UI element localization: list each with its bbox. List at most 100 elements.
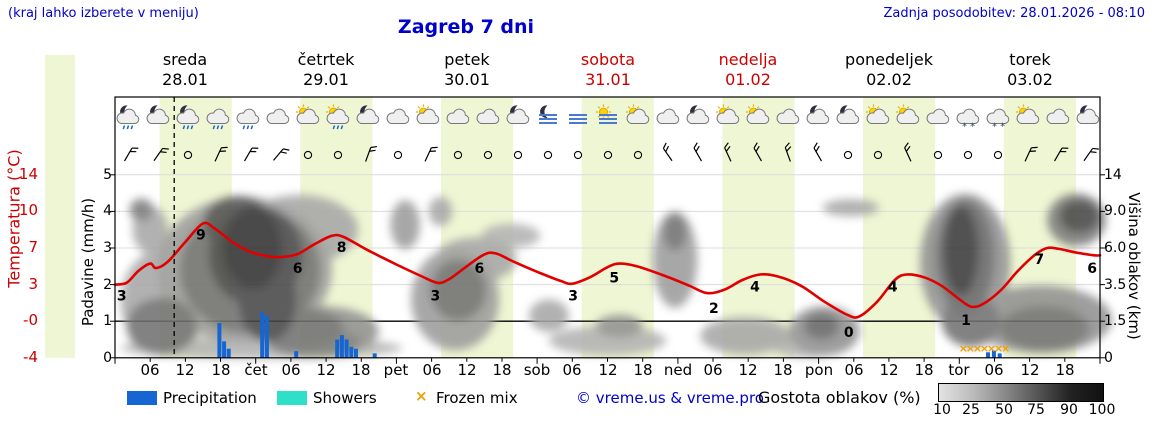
- weather-icon-sun-cloud: [415, 104, 440, 124]
- day-name: sreda: [162, 50, 208, 69]
- cloud-icon: [746, 108, 770, 124]
- fog-icon: [569, 114, 587, 124]
- svg-text:×: ×: [1001, 342, 1010, 355]
- cloud-icon: [866, 108, 890, 124]
- wind-calm-icon: [603, 150, 613, 160]
- svg-text:×: ×: [966, 342, 975, 355]
- temp-tick-label: 10: [18, 201, 38, 219]
- cloud-icon: [206, 108, 230, 124]
- day-name: torek: [1009, 50, 1051, 69]
- weather-icon-cloud: [926, 108, 950, 124]
- rain-icon: [212, 125, 224, 130]
- weather-icon-sun-cloud: [715, 104, 740, 124]
- location-hint: (kraj lahko izberete v meniju): [8, 6, 199, 21]
- cloud-icon: [776, 108, 800, 124]
- day-date: 29.01: [303, 70, 349, 89]
- svg-text:×: ×: [973, 342, 982, 355]
- temp-tick-label: 3: [28, 275, 38, 293]
- svg-text:7: 7: [1034, 252, 1044, 268]
- temp-tick-label: 7: [28, 238, 38, 256]
- moon-icon: [540, 105, 548, 118]
- time-label: 12: [175, 361, 195, 379]
- cloud-density-tick: 75: [1027, 402, 1045, 418]
- cloud-icon: [116, 108, 140, 124]
- time-label: tor: [948, 361, 970, 379]
- cloud-tick-label: 6.0: [1104, 240, 1127, 256]
- time-label: ned: [663, 361, 693, 379]
- weather-icon-moon-cloud: [356, 105, 380, 124]
- cloud-tick-label: 1.5: [1104, 313, 1127, 329]
- weather-icon-cloud: [266, 108, 290, 124]
- time-label: 12: [457, 361, 477, 379]
- temp-tick-label: -0: [23, 311, 38, 329]
- svg-text:3: 3: [117, 289, 127, 305]
- time-label: 06: [562, 361, 582, 379]
- cloud-icon: [356, 108, 380, 124]
- time-label: 18: [1055, 361, 1075, 379]
- cloud-icon: [506, 108, 530, 124]
- day-date: 01.02: [725, 70, 771, 89]
- weather-icon-sun-cloud-rain: [325, 104, 350, 130]
- wind-calm-icon: [333, 150, 343, 160]
- weather-icon-sun-cloud: [1015, 104, 1040, 124]
- wind-barb-icon: [784, 142, 792, 162]
- weather-icon-fog: [569, 114, 587, 124]
- day-date: 31.01: [585, 70, 631, 89]
- day-header-nedelja: nedelja 01.02: [678, 50, 818, 90]
- wind-barb-icon: [904, 142, 912, 162]
- rain-icon: [182, 125, 194, 130]
- weather-icon-moon-cloud: [806, 105, 830, 124]
- wind-barb-icon: [424, 146, 438, 162]
- svg-text:2: 2: [709, 301, 719, 317]
- cloud-icon: [836, 108, 860, 124]
- page-title: Zagreb 7 dni: [397, 16, 535, 38]
- precip-tick-label: 1: [103, 313, 112, 329]
- weather-icon-cloud: [1046, 108, 1070, 124]
- svg-text:×: ×: [959, 342, 968, 355]
- fog-icon: [599, 114, 617, 124]
- weather-icons-row: * * * *: [116, 104, 1100, 133]
- wind-calm-icon: [483, 150, 493, 160]
- weather-icon-sun-cloud: [295, 104, 320, 124]
- precipitation-axis-label: Padavine (mm/h): [79, 197, 97, 327]
- weather-icon-sun-cloud: [625, 104, 650, 124]
- cloud-density-scale: [938, 383, 1104, 402]
- cloud-icon: [1016, 108, 1040, 124]
- day-name: petek: [444, 50, 490, 69]
- precipitation-swatch: [127, 391, 157, 405]
- wind-calm-icon: [303, 150, 313, 160]
- last-updated: Zadnja posodobitev: 28.01.2026 - 08:10: [883, 6, 1145, 21]
- time-label: 12: [738, 361, 758, 379]
- weather-icon-sun-cloud: [745, 104, 770, 124]
- wind-symbols-row: [123, 142, 1099, 162]
- svg-text:0: 0: [844, 325, 854, 341]
- day-header-ponedeljek: ponedeljek 02.02: [819, 50, 959, 90]
- frozen-mix-legend-label: Frozen mix: [436, 389, 518, 407]
- day-date: 30.01: [444, 70, 490, 89]
- rain-icon: [242, 125, 254, 130]
- day-name: ponedeljek: [845, 50, 933, 69]
- time-label: 18: [633, 361, 653, 379]
- svg-text:×: ×: [980, 342, 989, 355]
- svg-text:6: 6: [1087, 261, 1097, 277]
- svg-text:6: 6: [293, 261, 303, 277]
- svg-text:1: 1: [961, 313, 971, 329]
- weather-icon-moon-cloud-rain: [116, 105, 140, 130]
- svg-text:4: 4: [750, 280, 760, 296]
- wind-barb-icon: [273, 148, 290, 161]
- cloud-tick-label: 3.5: [1104, 277, 1127, 293]
- weather-icon-cloud-rain: [206, 108, 230, 130]
- weather-icon-moon-cloud: [146, 105, 170, 124]
- precip-tick-label: 2: [103, 277, 112, 293]
- weather-icon-moon-cloud: [1076, 105, 1100, 124]
- cloud-icon: [386, 108, 410, 124]
- credit-link[interactable]: © vreme.us & vreme.pro: [576, 389, 764, 407]
- cloud-density-tick: 50: [995, 402, 1013, 418]
- weather-icon-sun-fog: [595, 104, 617, 124]
- wind-calm-icon: [933, 150, 943, 160]
- cloud-icon: [986, 108, 1010, 124]
- day-header-sobota: sobota 31.01: [538, 50, 678, 90]
- cloud-density-tick: 100: [1088, 402, 1116, 418]
- cloud-icon: [446, 108, 470, 124]
